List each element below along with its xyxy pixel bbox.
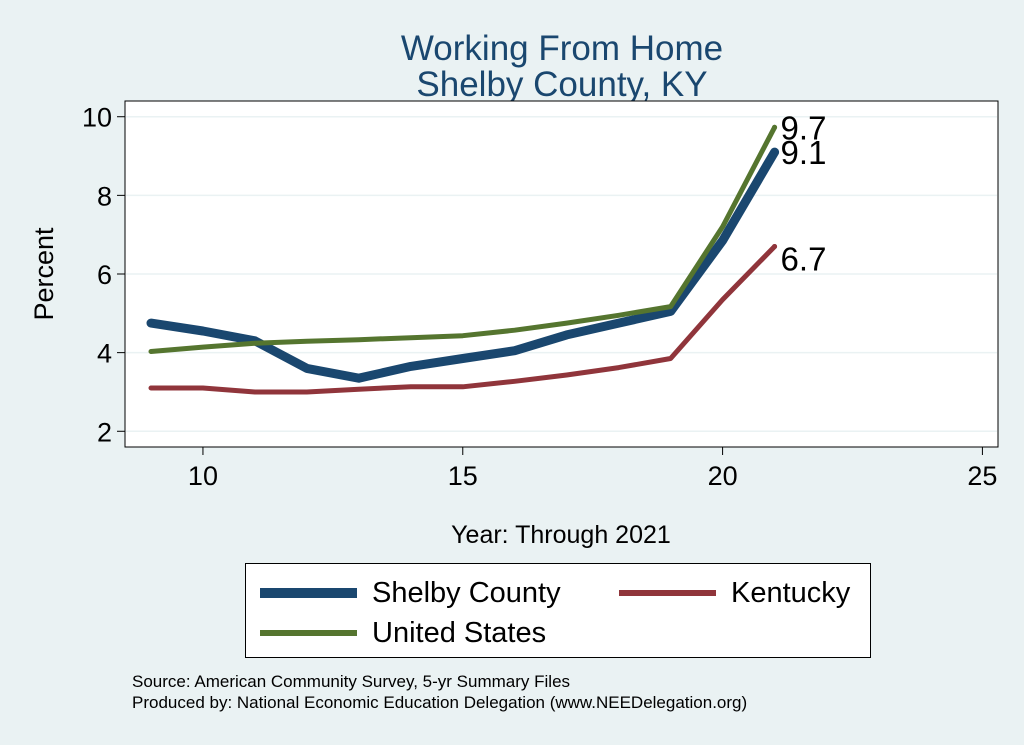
legend-swatch-united-states — [260, 630, 357, 636]
chart-title: Working From Home — [400, 29, 724, 68]
series-line-kentucky — [148, 244, 778, 395]
y-tick-label: 6 — [97, 260, 112, 290]
end-label-kentucky: 6.7 — [781, 240, 827, 277]
source-note: Source: American Community Survey, 5-yr … — [132, 671, 747, 713]
produced-by-line: Produced by: National Economic Education… — [132, 693, 748, 712]
y-axis-title: Percent — [29, 227, 59, 321]
legend-swatch-shelby-county — [260, 588, 357, 598]
legend-label-united-states: United States — [372, 617, 547, 649]
x-tick-label: 15 — [448, 461, 478, 491]
legend: Shelby County Kentucky United States — [245, 563, 871, 658]
series-line-united-states — [148, 124, 778, 354]
y-tick-label: 10 — [82, 103, 112, 133]
end-point-kentucky — [772, 243, 778, 249]
legend-label-shelby-county: Shelby County — [372, 577, 561, 609]
end-point-united-states — [772, 124, 778, 130]
source-line: Source: American Community Survey, 5-yr … — [132, 672, 571, 691]
end-point-shelby-county — [772, 149, 778, 155]
x-axis-title: Year: Through 2021 — [451, 521, 671, 549]
legend-swatch-kentucky — [619, 590, 716, 596]
x-tick-label: 20 — [708, 461, 738, 491]
end-label-shelby-county: 9.1 — [781, 134, 827, 171]
y-tick-label: 2 — [97, 417, 112, 447]
y-tick-label: 4 — [97, 339, 112, 369]
chart-subtitle: Shelby County, KY — [416, 65, 708, 104]
legend-label-kentucky: Kentucky — [731, 577, 851, 609]
end-label-united-states: 9.7 — [781, 109, 827, 146]
x-tick-label: 10 — [188, 461, 218, 491]
chart-area: 2 4 6 8 10 10 15 20 25 Year: Through 2021 Percent 9… — [29, 100, 999, 549]
y-tick-label: 8 — [97, 181, 112, 211]
x-tick-label: 25 — [967, 461, 997, 491]
